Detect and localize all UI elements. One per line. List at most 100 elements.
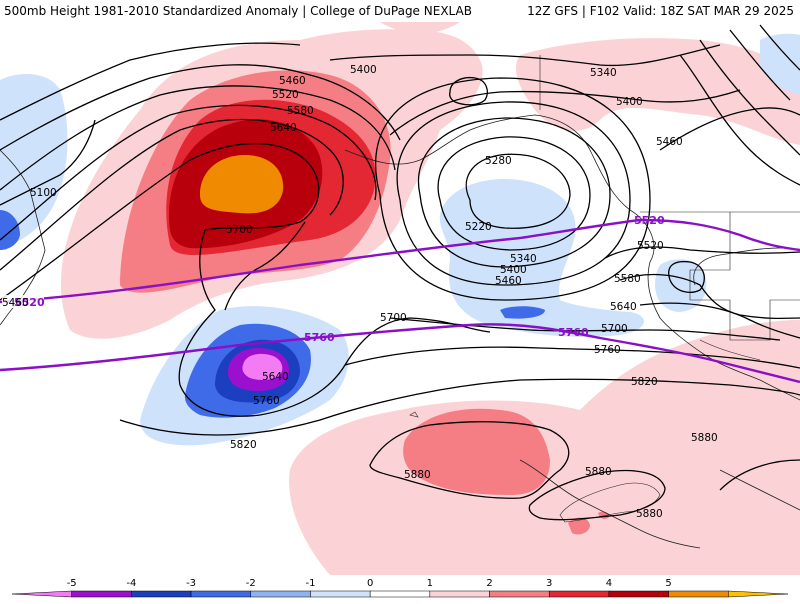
height-contour-line — [0, 119, 96, 206]
contour-label: 5880 — [691, 432, 718, 444]
climo-labels: 5520 5520 5760 5760 — [2, 214, 665, 344]
contour-labels: 5460 5400 5520 5580 5640 5100 5700 5340 … — [30, 64, 718, 520]
anomaly-shading — [0, 22, 800, 575]
contour-label: 5460 — [279, 75, 306, 87]
contour-label: 5760 — [253, 395, 280, 407]
contour-label: 5520 — [272, 89, 299, 101]
contour-label: 5820 — [631, 376, 658, 388]
coastline — [0, 149, 46, 326]
contour-label: 5400 — [616, 96, 643, 108]
anomaly-pos1-region — [380, 22, 460, 34]
contour-label: 5460 — [656, 136, 683, 148]
colorbar-tick-label: 4 — [606, 578, 612, 589]
height-contour-line — [679, 54, 800, 186]
height-contour-line — [719, 459, 800, 491]
climo-label: 5760 — [304, 331, 335, 344]
island — [559, 482, 661, 523]
height-contour-line — [465, 153, 571, 229]
colorbar-tick-label: 5 — [665, 578, 671, 589]
climo-label: 5520 — [634, 214, 665, 227]
anomaly-neg2-region — [0, 210, 20, 250]
colorbar-legend: -5 -4 -3 -2 -1 0 1 2 3 4 5 — [0, 575, 800, 600]
contour-label: 5340 — [590, 67, 617, 79]
anomaly-neg1-region — [760, 33, 800, 95]
contour-label: 5880 — [404, 469, 431, 481]
height-contour-line — [0, 119, 344, 271]
height-contour-line — [329, 44, 721, 67]
border — [689, 212, 800, 341]
coastline — [719, 469, 800, 511]
contour-label: 5220 — [465, 221, 492, 233]
border — [699, 339, 761, 361]
height-contour-line — [659, 107, 800, 151]
height-contour-line — [729, 29, 791, 101]
height-contour-line — [528, 469, 666, 521]
colorbar-tick-label: -4 — [126, 578, 136, 589]
contour-label: 5580 — [614, 273, 641, 285]
contour-label: 5880 — [585, 466, 612, 478]
climo-label: 5760 — [558, 326, 589, 339]
height-contour-line — [668, 260, 705, 293]
anomaly-neg2-region — [500, 306, 545, 319]
colorbar-segment — [190, 590, 252, 598]
colorbar-segment — [71, 590, 132, 598]
contour-label: 5520 — [637, 240, 664, 252]
colorbar-tick-label: -5 — [67, 578, 77, 589]
height-contour-line — [119, 378, 800, 436]
colorbar-segment — [131, 590, 192, 598]
colorbar-tick-label: 1 — [427, 578, 433, 589]
colorbar-segment — [310, 590, 371, 598]
height-contour-line — [389, 317, 781, 341]
island — [409, 411, 419, 418]
colorbar-tick-label: -3 — [186, 578, 196, 589]
colorbar-segment — [668, 590, 729, 598]
height-contour-line — [0, 143, 320, 301]
contour-label: 5400 — [350, 64, 377, 76]
height-contour-line — [0, 64, 401, 151]
contour-label: 5280 — [485, 155, 512, 167]
contour-label: 5640 — [262, 371, 289, 383]
climo-contour-5520 — [0, 218, 800, 304]
climo-contours — [0, 218, 800, 384]
colorbar-segment — [11, 590, 72, 598]
height-contour-line — [0, 85, 396, 191]
climo-label: 5520 — [14, 296, 45, 309]
colorbar-segment — [728, 590, 789, 598]
contour-label: 5880 — [636, 508, 663, 520]
height-contour-line — [417, 117, 611, 268]
height-contours — [0, 24, 800, 521]
map-title: 500mb Height 1981-2010 Standardized Anom… — [4, 4, 472, 18]
anomaly-pos2-region — [568, 517, 590, 535]
contour-label: 5640 — [610, 301, 637, 313]
anomaly-neg1-region — [655, 259, 707, 312]
contour-label: 5400 — [500, 264, 527, 276]
height-contour-line — [759, 24, 800, 71]
colorbar-tick-label: -2 — [246, 578, 256, 589]
height-contour-line — [604, 246, 800, 259]
contour-label: 5700 — [380, 312, 407, 324]
height-contour-line — [699, 39, 800, 156]
contour-label: 5760 — [594, 344, 621, 356]
contour-label: 5340 — [510, 253, 537, 265]
colorbar-tick-label: 3 — [546, 578, 552, 589]
anomaly-pos2-region — [403, 408, 550, 495]
anomaly-pos5-region — [200, 155, 284, 214]
height-contour-line — [344, 346, 800, 369]
anomaly-neg1-region — [0, 74, 68, 248]
height-contour-line — [389, 89, 741, 136]
height-contour-line — [0, 42, 301, 121]
contour-label: 5100 — [30, 187, 57, 199]
contour-label: 5700 — [601, 323, 628, 335]
colorbar-segment — [548, 590, 610, 598]
colorbar-segment — [608, 590, 669, 598]
contour-label: 5700 — [226, 224, 253, 236]
colorbar-segment — [250, 590, 311, 598]
height-contour-line — [369, 421, 570, 499]
anomaly-pos1-region — [515, 38, 800, 145]
height-contour-line — [639, 302, 800, 339]
contour-label: 5820 — [230, 439, 257, 451]
height-contour-line — [396, 101, 631, 286]
colorbar-segment — [369, 590, 431, 598]
height-contour-line — [224, 221, 306, 311]
climo-contour-5760 — [0, 323, 800, 384]
